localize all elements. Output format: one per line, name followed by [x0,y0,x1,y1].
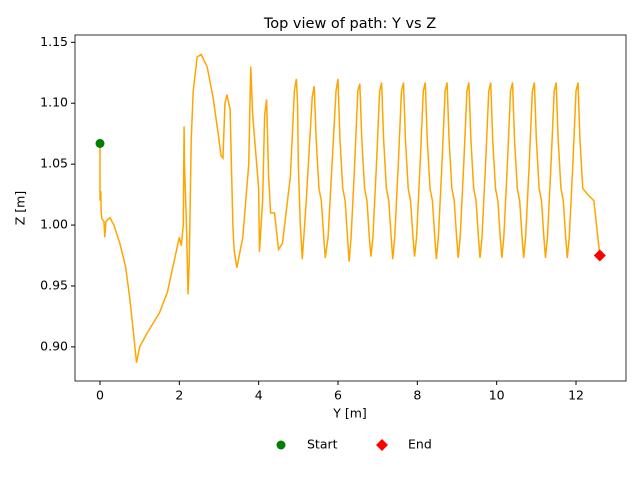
x-tick-label: 0 [96,388,104,403]
legend-marker [376,439,388,451]
end-marker [593,249,606,262]
y-tick-label: 1.15 [40,34,68,49]
x-tick-label: 4 [255,388,263,403]
path-line [99,53,601,363]
x-tick-label: 10 [489,388,505,403]
x-tick-label: 6 [334,388,342,403]
x-tick-label: 8 [413,388,421,403]
x-tick-label: 12 [568,388,584,403]
plot-frame [74,34,627,382]
x-axis-label: Y [m] [332,406,367,421]
legend-label: End [408,437,432,452]
legend-marker [276,440,286,450]
y-tick-label: 1.00 [40,217,68,232]
y-tick-label: 0.90 [40,338,68,353]
y-axis-label: Z [m] [13,191,28,225]
x-tick-label: 2 [175,388,183,403]
y-tick-label: 1.10 [40,95,68,110]
start-marker [95,138,105,148]
chart-title: Top view of path: Y vs Z [263,16,436,32]
y-tick-label: 1.05 [40,156,68,171]
legend-label: Start [307,437,338,452]
y-tick-label: 0.95 [40,277,68,292]
